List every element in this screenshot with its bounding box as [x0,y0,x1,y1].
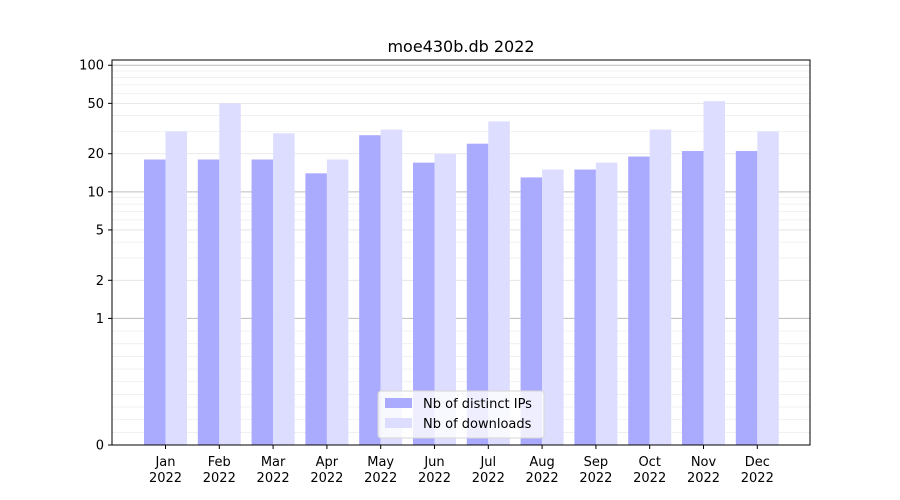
bar-distinct-ips [197,159,220,445]
legend-swatch [385,398,412,408]
bars [144,101,779,446]
bar-distinct-ips [359,135,381,445]
y-tick-label: 20 [87,147,104,162]
bar-distinct-ips [144,159,166,445]
bar-downloads [165,131,187,445]
bar-downloads [326,159,349,445]
y-tick-label: 10 [87,185,104,200]
x-tick-label: Mar 2022 [257,455,290,486]
x-tick-label: Oct 2022 [633,455,666,486]
bar-distinct-ips [735,151,758,445]
y-tick-label: 50 [87,97,104,112]
y-tick-label: 2 [96,274,104,289]
y-axis: 0 1 2 5 10 20 50 100 [79,59,112,454]
bar-downloads [380,129,403,445]
legend-label: Nb of downloads [423,417,532,432]
bar-downloads [273,133,295,445]
bar-downloads [649,129,672,445]
x-tick-label: Sep 2022 [579,455,612,486]
y-tick-label: 1 [96,312,104,327]
legend-box [377,390,545,439]
bar-downloads [595,162,618,445]
x-tick-label: May 2022 [364,455,397,486]
x-tick-label: Feb 2022 [203,455,236,486]
y-tick-label: 5 [96,223,104,238]
legend-label: Nb of distinct IPs [423,397,532,412]
legend-swatch [385,418,412,428]
bar-downloads [542,169,564,445]
bar-distinct-ips [520,177,543,446]
x-tick-label: Nov 2022 [687,455,720,486]
legend: Nb of distinct IPs Nb of downloads [377,390,545,439]
bar-distinct-ips [413,162,435,445]
x-tick-label: Apr 2022 [310,455,343,486]
bar-distinct-ips [251,159,274,445]
bar-distinct-ips [574,169,596,445]
x-tick-label: Jun 2022 [418,455,451,486]
bar-downloads [757,131,779,445]
plot-frame [111,59,811,446]
bar-downloads [703,101,725,446]
x-tick-label: Dec 2022 [741,455,774,486]
chart-title: moe430b.db 2022 [387,37,534,56]
x-tick-label: Aug 2022 [526,455,559,486]
x-tick-label: Jan 2022 [149,455,182,486]
y-tick-label: 100 [79,59,104,74]
bar-downloads [488,121,510,445]
x-tick-label: Jul 2022 [472,455,505,486]
bar-distinct-ips [466,143,489,445]
bar-distinct-ips [305,173,327,445]
bar-distinct-ips [682,151,704,445]
bar-downloads [219,103,241,445]
bar-distinct-ips [628,156,650,446]
x-axis: Jan 2022 Feb 2022 Mar 2022 Apr 2022 May 2022 Jun 20… [149,445,774,486]
bar-downloads [434,153,456,446]
y-tick-label: 0 [96,439,104,454]
